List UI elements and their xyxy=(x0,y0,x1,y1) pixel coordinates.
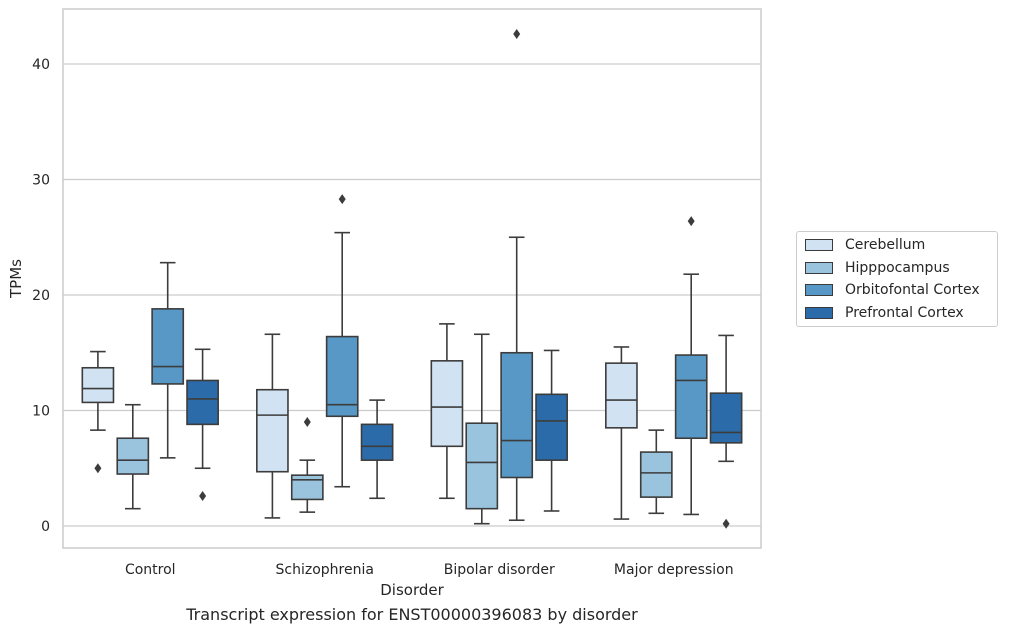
y-axis-label: TPMs xyxy=(7,259,25,299)
legend-item-cerebellum: Cerebellum xyxy=(805,235,925,255)
y-tick-label: 20 xyxy=(32,288,50,304)
outlier-point xyxy=(199,490,207,501)
box xyxy=(535,393,568,461)
x-tick-label: Major depression xyxy=(614,562,734,578)
box xyxy=(605,362,638,429)
outlier-point xyxy=(687,216,695,227)
outlier-point xyxy=(303,417,311,428)
box xyxy=(430,360,464,448)
x-axis-label: Disorder xyxy=(380,581,444,599)
y-tick-label: 40 xyxy=(32,57,50,73)
legend: Cerebellum Hipppocampus Orbitofontal Cor… xyxy=(796,231,998,327)
legend-swatch xyxy=(805,307,833,319)
box xyxy=(674,354,708,440)
box xyxy=(709,392,743,444)
y-tick-label: 30 xyxy=(32,173,50,189)
outlier-point xyxy=(722,518,730,529)
box xyxy=(290,474,324,501)
legend-item-orbitofrontal-cortex: Orbitofontal Cortex xyxy=(805,280,980,300)
box xyxy=(465,422,499,510)
x-tick-label: Bipolar disorder xyxy=(444,562,555,578)
legend-swatch xyxy=(805,239,833,251)
box xyxy=(360,423,394,461)
box xyxy=(81,366,115,404)
legend-item-prefrontal-cortex: Prefrontal Cortex xyxy=(805,303,964,323)
legend-label: Orbitofontal Cortex xyxy=(845,282,980,298)
box xyxy=(500,351,534,479)
outlier-point xyxy=(338,194,346,205)
legend-label: Hipppocampus xyxy=(845,260,950,276)
x-tick-label: Schizophrenia xyxy=(276,562,374,578)
legend-label: Cerebellum xyxy=(845,237,926,253)
box xyxy=(186,379,219,426)
plot-frame xyxy=(62,8,762,549)
chart-caption: Transcript expression for ENST0000039608… xyxy=(186,605,638,624)
box xyxy=(116,437,150,475)
box xyxy=(256,388,289,473)
box xyxy=(639,451,673,498)
legend-item-hippocampus: Hipppocampus xyxy=(805,258,950,278)
legend-swatch xyxy=(805,262,833,274)
y-tick-label: 0 xyxy=(41,519,50,535)
y-tick-label: 10 xyxy=(32,404,50,420)
outlier-point xyxy=(513,28,521,39)
outlier-point xyxy=(94,463,102,474)
legend-label: Prefrontal Cortex xyxy=(845,305,964,321)
legend-swatch xyxy=(805,284,833,296)
x-tick-label: Control xyxy=(125,562,176,578)
box xyxy=(151,308,185,385)
box xyxy=(325,335,359,418)
